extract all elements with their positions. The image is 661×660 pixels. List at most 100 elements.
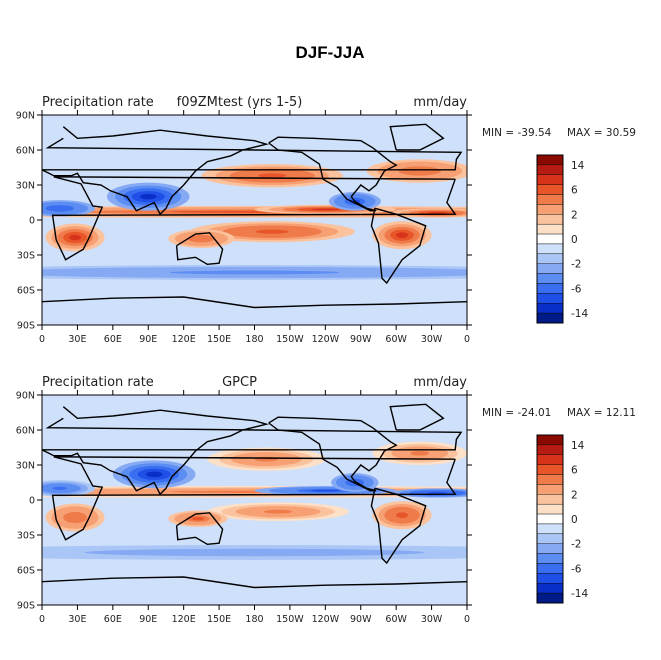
field-southern-ocean — [169, 270, 340, 275]
x-tick-label: 150E — [207, 614, 231, 625]
coastline-6 — [389, 403, 445, 431]
y-tick-label: 90S — [17, 321, 35, 332]
field-north-africa — [52, 206, 67, 210]
x-tick-label: 120E — [172, 614, 196, 625]
coastline-6 — [389, 123, 445, 151]
x-tick-label: 0 — [39, 614, 45, 625]
coastline-1 — [51, 176, 457, 261]
map-panel-2: Precipitation rate GPCP mm/day 0 30E 60E 90E 12… — [16, 375, 636, 625]
colorbar-swatch — [536, 523, 564, 535]
y-tick-label: 0 — [29, 216, 35, 227]
coastline-2 — [175, 232, 224, 266]
min-label: MIN = -24.01 — [482, 407, 551, 419]
x-tick-label: 180 — [245, 334, 263, 345]
colorbar-swatch — [536, 154, 564, 166]
colorbar-swatch — [536, 312, 564, 324]
precip-field — [42, 395, 467, 605]
colorbar-swatch — [536, 243, 564, 255]
map-panel-1: Precipitation rate f09ZMtest (yrs 1-5) mm/… — [16, 95, 636, 345]
figure-title: DJF-JJA — [296, 43, 365, 62]
coastline-5 — [42, 296, 467, 309]
field-southern-ocean — [169, 550, 340, 555]
field-asian-monsoon — [145, 471, 163, 478]
colorbar-label: 2 — [571, 489, 578, 501]
colorbar: 14 6 2 0 -2 -6 -14 — [536, 434, 588, 604]
max-label: MAX = 30.59 — [567, 127, 636, 139]
field-south-pacific — [263, 509, 293, 514]
panel-title-left: Precipitation rate — [42, 375, 154, 390]
colorbar-swatch — [536, 204, 564, 215]
y-tick-label: 30N — [16, 461, 35, 472]
x-tick-label: 60E — [104, 334, 122, 345]
x-tick-label: 30W — [421, 614, 443, 625]
colorbar-label: -2 — [571, 259, 581, 271]
x-tick-label: 90W — [350, 614, 372, 625]
colorbar-label: 6 — [571, 465, 578, 477]
field-north-pacific-storm — [258, 173, 287, 179]
colorbar-swatch — [536, 174, 564, 185]
field-south-africa — [69, 514, 81, 521]
field-north-africa — [52, 486, 67, 490]
colorbar-swatch — [536, 293, 564, 304]
coastline-5 — [42, 576, 467, 589]
colorbar-swatch — [536, 184, 564, 195]
field-australia — [194, 236, 208, 241]
panel-title-units: mm/day — [413, 375, 467, 390]
coastline-0 — [42, 126, 463, 216]
y-tick-label: 60N — [16, 426, 35, 437]
panel-title-center: GPCP — [222, 375, 257, 390]
x-tick-label: 150E — [207, 334, 231, 345]
coastline-4 — [370, 487, 427, 565]
x-tick-label: 0 — [39, 334, 45, 345]
colorbar-swatch — [536, 513, 564, 525]
coastline-2 — [175, 512, 224, 546]
field-australia — [191, 517, 204, 521]
x-tick-label: 30W — [421, 334, 443, 345]
x-tick-label: 60W — [385, 334, 407, 345]
colorbar-label: 14 — [571, 160, 585, 172]
coastlines — [42, 123, 467, 309]
colorbar-swatch — [536, 303, 564, 314]
colorbar-swatch — [536, 214, 564, 225]
field-north-atlantic-storm — [410, 451, 430, 456]
y-tick-label: 30S — [17, 251, 35, 262]
colorbar-swatch — [536, 543, 564, 554]
colorbar-swatch — [536, 454, 564, 465]
colorbar-label: -14 — [571, 308, 588, 320]
panel-title-center: f09ZMtest (yrs 1-5) — [177, 95, 303, 110]
field-asian-monsoon — [139, 193, 157, 200]
colorbar-swatch — [536, 573, 564, 584]
panel-title-units: mm/day — [413, 95, 467, 110]
colorbar-label: 0 — [571, 234, 578, 246]
colorbar-swatch — [536, 484, 564, 495]
y-tick-label: 90N — [16, 391, 35, 402]
field-south-pacific — [255, 229, 289, 234]
x-tick-label: 120W — [312, 334, 340, 345]
min-label: MIN = -39.54 — [482, 127, 552, 139]
field-east-pacific-itcz — [311, 489, 340, 492]
coastlines — [42, 403, 467, 589]
x-tick-label: 60W — [385, 614, 407, 625]
max-label: MAX = 12.11 — [567, 407, 636, 419]
colorbar-swatch — [536, 253, 564, 264]
colorbar-swatch — [536, 194, 564, 205]
colorbar-swatch — [536, 592, 564, 604]
x-tick-label: 0 — [464, 614, 470, 625]
x-tick-label: 150W — [276, 614, 304, 625]
colorbar-swatch — [536, 563, 564, 574]
colorbar-swatch — [536, 464, 564, 475]
coastline-3 — [268, 136, 398, 212]
colorbar-label: 0 — [571, 514, 578, 526]
x-tick-label: 90E — [139, 334, 157, 345]
colorbar-swatch — [536, 533, 564, 544]
colorbar-label: 6 — [571, 185, 578, 197]
y-tick-label: 60S — [17, 566, 35, 577]
x-tick-label: 30E — [68, 614, 86, 625]
x-tick-label: 120W — [312, 614, 340, 625]
y-tick-label: 0 — [29, 496, 35, 507]
colorbar-swatch — [536, 273, 564, 284]
field-south-america — [396, 512, 408, 518]
x-tick-label: 90E — [139, 614, 157, 625]
x-tick-label: 30E — [68, 334, 86, 345]
